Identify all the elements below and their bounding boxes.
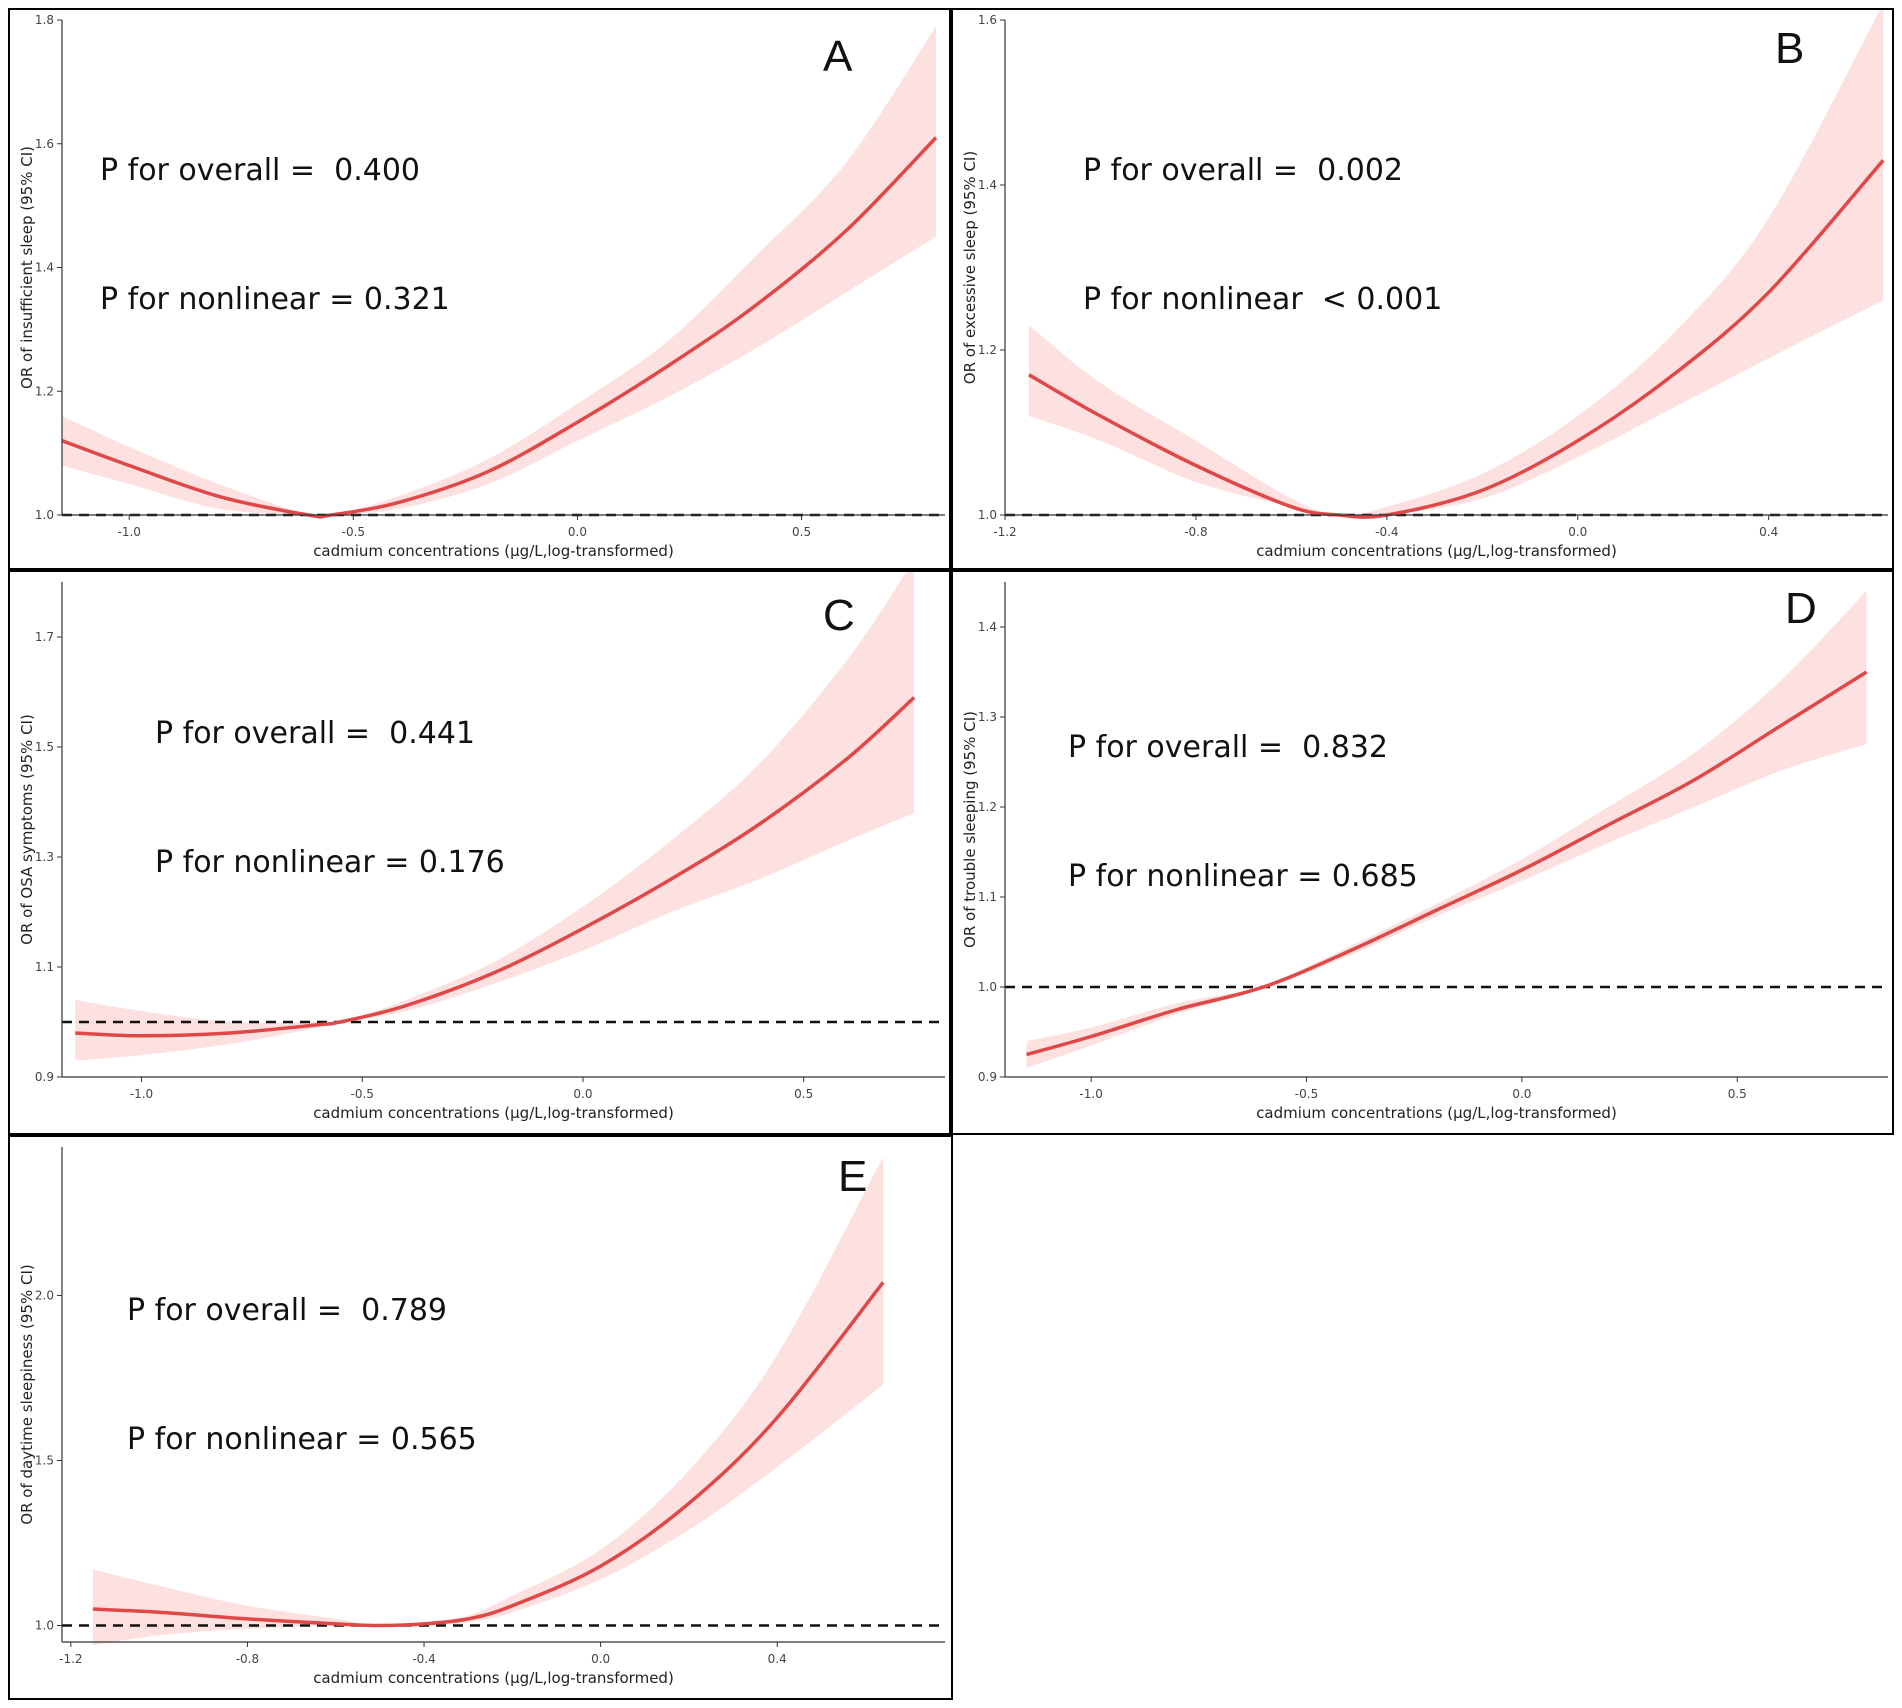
x-tick-label: -1.0 (118, 525, 141, 539)
panel-letter-d: D (1785, 584, 1817, 633)
x-tick-label: -1.0 (1079, 1087, 1102, 1101)
y-axis-title: OR of trouble sleeping (95% CI) (961, 711, 979, 948)
y-tick-label: 1.3 (35, 850, 54, 864)
p-nonlinear-b: P for nonlinear < 0.001 (1083, 282, 1443, 317)
x-tick-label: -0.5 (342, 525, 365, 539)
p-overall-a: P for overall = 0.400 (100, 153, 420, 188)
panel-letter-b: B (1775, 24, 1805, 73)
y-tick-label: 1.3 (978, 710, 997, 724)
y-tick-label: 1.0 (35, 508, 54, 522)
x-tick-label: -1.0 (130, 1087, 153, 1101)
p-nonlinear-d: P for nonlinear = 0.685 (1068, 859, 1418, 894)
x-tick-label: 0.0 (568, 525, 587, 539)
panel-letter-c: C (823, 591, 855, 640)
x-axis-title: cadmium concentrations (µg/L,log-transfo… (313, 1104, 674, 1122)
panel-a: -1.0 -0.5 0.0 0.5 1.0 1.2 1.4 1.6 1.8 cadmium con… (8, 8, 951, 570)
x-tick-label: -0.8 (236, 1652, 259, 1666)
y-axis-title: OR of OSA symptoms (95% CI) (18, 714, 36, 945)
p-nonlinear-e: P for nonlinear = 0.565 (127, 1422, 477, 1457)
y-tick-label: 1.2 (978, 800, 997, 814)
y-tick-label: 1.6 (978, 13, 997, 27)
y-axis-title: OR of daytime sleepiness (95% CI) (18, 1264, 36, 1524)
chart-b: -1.2 -0.8 -0.4 0.0 0.4 1.0 1.2 1.4 1.6 cadmium co… (961, 10, 1888, 560)
y-tick-label: 1.2 (35, 384, 54, 398)
y-tick-label: 2.0 (35, 1289, 54, 1303)
y-tick-label: 1.0 (978, 508, 997, 522)
y-tick-label: 1.4 (35, 261, 54, 275)
x-tick-label: 0.0 (573, 1087, 592, 1101)
x-tick-label: 0.0 (1512, 1087, 1531, 1101)
y-tick-label: 1.1 (35, 960, 54, 974)
x-axis-title: cadmium concentrations (µg/L,log-transfo… (313, 1669, 674, 1687)
p-values-b: P for overall = 0.002 P for nonlinear < … (1083, 63, 1442, 407)
or-curve (75, 696, 916, 1038)
chart-e: -1.2 -0.8 -0.4 0.0 0.4 1.0 1.5 2.0 cadmium conce… (18, 1147, 945, 1687)
p-overall-b: P for overall = 0.002 (1083, 153, 1403, 188)
p-nonlinear-a: P for nonlinear = 0.321 (100, 282, 450, 317)
x-axis-title: cadmium concentrations (µg/L,log-transfo… (1256, 1104, 1617, 1122)
panel-c: -1.0 -0.5 0.0 0.5 0.9 1.1 1.3 1.5 1.7 cadmium con… (8, 570, 951, 1135)
ci-band (75, 572, 915, 1061)
x-tick-label: 0.4 (768, 1652, 787, 1666)
x-tick-label: 0.5 (794, 1087, 813, 1101)
y-tick-label: 1.4 (978, 620, 997, 634)
chart-c: -1.0 -0.5 0.0 0.5 0.9 1.1 1.3 1.5 1.7 cadmium con… (18, 572, 945, 1122)
panel-letter-a: A (823, 32, 853, 81)
y-tick-label: 1.5 (35, 740, 54, 754)
y-tick-label: 1.0 (978, 980, 997, 994)
x-tick-label: -1.2 (59, 1652, 82, 1666)
or-curve (61, 136, 938, 519)
p-values-a: P for overall = 0.400 P for nonlinear = … (100, 63, 450, 407)
x-tick-label: -0.4 (1375, 525, 1398, 539)
x-tick-label: -0.5 (351, 1087, 374, 1101)
x-tick-label: -1.2 (993, 525, 1016, 539)
or-curve (1028, 159, 1885, 519)
p-values-e: P for overall = 0.789 P for nonlinear = … (127, 1203, 477, 1547)
x-tick-label: -0.8 (1184, 525, 1207, 539)
x-tick-label: 0.4 (1759, 525, 1778, 539)
y-tick-label: 1.4 (978, 178, 997, 192)
p-nonlinear-c: P for nonlinear = 0.176 (155, 845, 505, 880)
x-axis-title: cadmium concentrations (µg/L,log-transfo… (1256, 542, 1617, 560)
or-curve (92, 1281, 885, 1628)
y-axis-title: OR of insufficient sleep (95% CI) (18, 146, 36, 389)
p-overall-d: P for overall = 0.832 (1068, 730, 1388, 765)
chart-d: -1.0 -0.5 0.0 0.5 0.9 1.0 1.1 1.2 1.3 1.4 cadmium … (961, 582, 1888, 1122)
y-tick-label: 1.5 (35, 1454, 54, 1468)
y-tick-label: 1.1 (978, 890, 997, 904)
or-curve (1026, 670, 1868, 1057)
x-tick-label: 0.0 (1568, 525, 1587, 539)
panel-letter-e: E (838, 1152, 868, 1201)
p-values-c: P for overall = 0.441 P for nonlinear = … (155, 626, 505, 970)
panel-e: -1.2 -0.8 -0.4 0.0 0.4 1.0 1.5 2.0 cadmium conce… (8, 1135, 953, 1700)
y-tick-label: 1.6 (35, 137, 54, 151)
y-axis-title: OR of excessive sleep (95% CI) (961, 151, 979, 384)
chart-a: -1.0 -0.5 0.0 0.5 1.0 1.2 1.4 1.6 1.8 cadmium con… (18, 13, 945, 560)
x-tick-label: -0.4 (412, 1652, 435, 1666)
y-tick-label: 1.7 (35, 630, 54, 644)
y-tick-label: 1.8 (35, 13, 54, 27)
y-tick-label: 1.2 (978, 343, 997, 357)
x-tick-label: 0.0 (591, 1652, 610, 1666)
y-tick-label: 0.9 (978, 1070, 997, 1084)
p-overall-c: P for overall = 0.441 (155, 716, 475, 751)
ci-band (92, 1156, 884, 1646)
ci-band (1028, 10, 1884, 517)
p-values-d: P for overall = 0.832 P for nonlinear = … (1068, 640, 1418, 984)
x-axis-title: cadmium concentrations (µg/L,log-transfo… (313, 542, 674, 560)
y-tick-label: 0.9 (35, 1070, 54, 1084)
x-tick-label: 0.5 (792, 525, 811, 539)
panel-b: -1.2 -0.8 -0.4 0.0 0.4 1.0 1.2 1.4 1.6 cadmium co… (951, 8, 1894, 570)
ci-band (62, 26, 936, 519)
panel-d: -1.0 -0.5 0.0 0.5 0.9 1.0 1.1 1.2 1.3 1.4 cadmium … (951, 570, 1894, 1135)
p-overall-e: P for overall = 0.789 (127, 1293, 447, 1328)
y-tick-label: 1.0 (35, 1619, 54, 1633)
x-tick-label: 0.5 (1728, 1087, 1747, 1101)
x-tick-label: -0.5 (1295, 1087, 1318, 1101)
